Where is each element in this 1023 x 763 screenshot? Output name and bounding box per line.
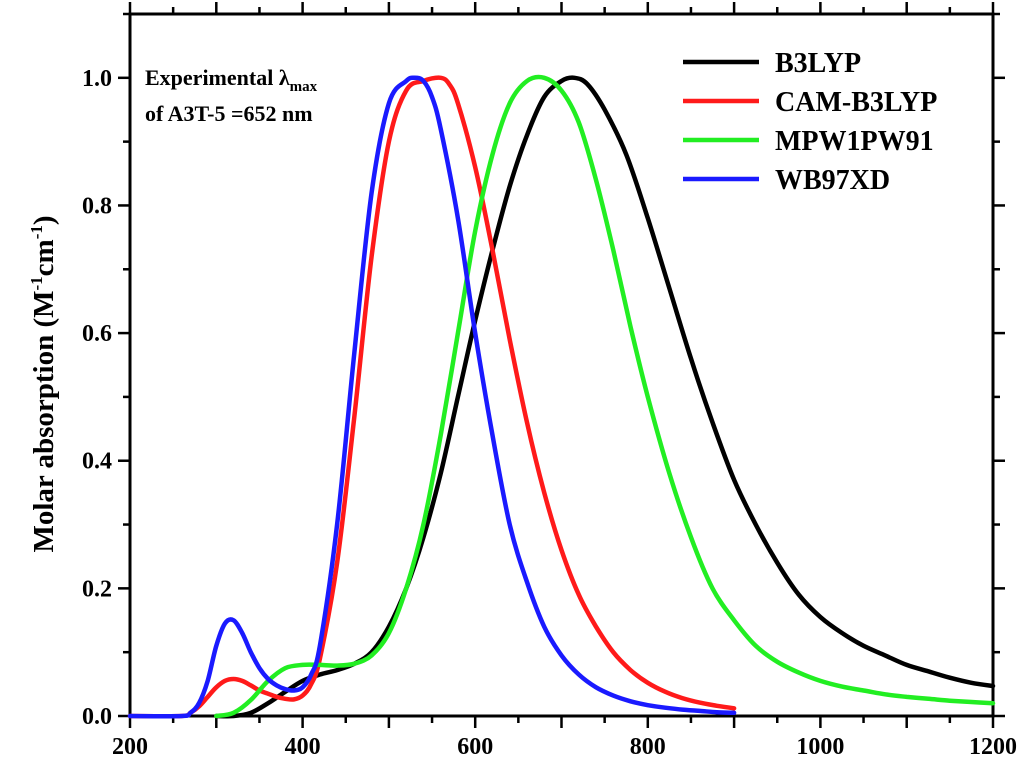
x-axis: 200 400 600 800 1000 1200	[112, 2, 1017, 760]
y-axis: 0.0 0.2 0.4 0.6 0.8 1.0	[82, 12, 1005, 730]
x-tick-label: 1000	[796, 734, 844, 760]
series-line-b3lyp	[214, 75, 996, 719]
experimental-lambda-annotation: Experimental λmax of A3T-5 =652 nm	[145, 65, 318, 126]
legend-label-cam-b3lyp: CAM-B3LYP	[775, 87, 937, 118]
y-tick-label: 0.0	[82, 704, 112, 730]
x-tick-label: 400	[285, 734, 321, 760]
x-tick-label: 200	[112, 734, 148, 760]
legend-label-mpw1pw91: MPW1PW91	[775, 126, 934, 157]
x-tick-label: 1200	[969, 734, 1017, 760]
series-line-wb97xd	[127, 75, 737, 719]
legend: B3LYP CAM-B3LYP MPW1PW91 WB97XD	[683, 48, 937, 196]
series-line-cam-b3lyp	[127, 75, 737, 719]
y-tick-label: 0.4	[82, 449, 112, 475]
series-line-mpw1pw91	[214, 74, 996, 719]
y-tick-label: 0.2	[82, 576, 112, 602]
x-tick-label: 800	[630, 734, 666, 760]
legend-label-wb97xd: WB97XD	[775, 165, 890, 196]
y-tick-label: 0.8	[82, 193, 112, 219]
series-lines	[127, 74, 996, 719]
annotation-line-1: Experimental λmax	[145, 65, 318, 95]
x-tick-label: 600	[457, 734, 493, 760]
y-axis-label: Molar absorption (M-1cm-1)	[27, 215, 60, 552]
y-tick-label: 0.6	[82, 321, 112, 347]
legend-label-b3lyp: B3LYP	[775, 48, 861, 79]
y-tick-label: 1.0	[82, 66, 112, 92]
annotation-line-2: of A3T-5 =652 nm	[145, 101, 313, 126]
